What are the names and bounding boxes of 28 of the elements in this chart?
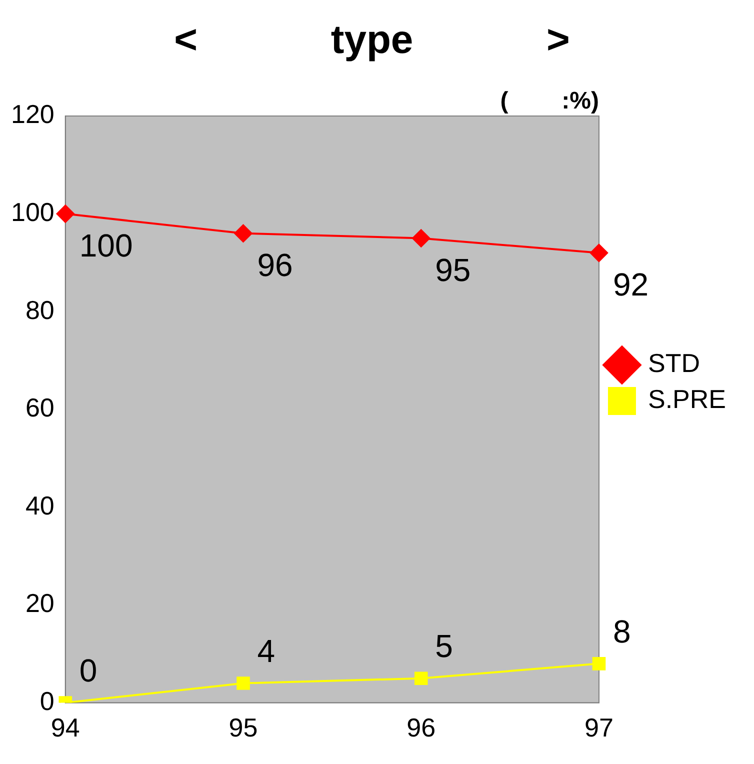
data-label: 4 bbox=[257, 633, 276, 670]
x-tick-label: 95 bbox=[228, 712, 258, 743]
point bbox=[592, 657, 606, 670]
point bbox=[56, 204, 74, 223]
data-label: 92 bbox=[612, 266, 649, 303]
y-tick-label: 120 bbox=[10, 99, 54, 130]
text: ( :%) bbox=[500, 88, 599, 115]
x-tick-label: 97 bbox=[584, 712, 614, 743]
y-tick-label: 80 bbox=[25, 294, 54, 325]
y-tick-label: 100 bbox=[10, 196, 54, 227]
y-tick-label: 40 bbox=[25, 490, 54, 520]
data-label: 95 bbox=[435, 252, 471, 288]
data-label: 0 bbox=[79, 652, 98, 689]
legend-label: S.PRE bbox=[648, 384, 726, 414]
point bbox=[412, 229, 430, 248]
point bbox=[590, 244, 608, 262]
data-label: 96 bbox=[257, 247, 293, 284]
data-label: 8 bbox=[612, 614, 631, 650]
y-tick-label: 60 bbox=[25, 392, 54, 423]
chart-title: < type > bbox=[174, 18, 570, 62]
y-tick-label: 20 bbox=[25, 588, 54, 618]
data-label: 5 bbox=[435, 628, 453, 664]
data-label: 100 bbox=[79, 228, 133, 264]
point bbox=[234, 224, 252, 242]
x-tick-label: 96 bbox=[406, 712, 436, 743]
point bbox=[236, 676, 250, 690]
point bbox=[414, 672, 428, 686]
legend-label: STD bbox=[648, 348, 700, 378]
